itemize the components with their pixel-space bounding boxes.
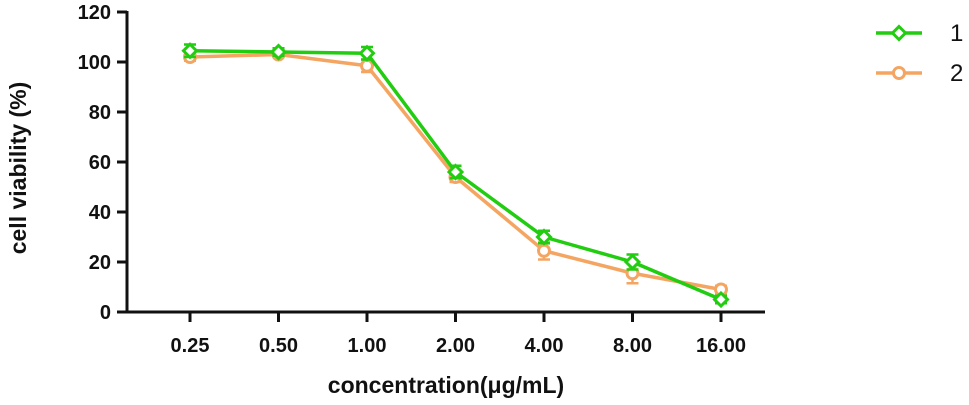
x-tick-label: 16.00 [696, 335, 746, 357]
x-tick-label: 2.00 [436, 335, 475, 357]
y-axis-title: cell viability (%) [5, 82, 31, 255]
y-tick-label: 120 [78, 2, 111, 24]
x-axis-title: concentration(μg/mL) [328, 372, 564, 398]
y-tick-label: 0 [100, 302, 111, 324]
legend-item-1: 1 [876, 20, 963, 47]
y-ticks: 0 20 40 60 80 100 120 [78, 2, 127, 324]
y-tick-label: 60 [89, 152, 111, 174]
data-point [358, 44, 376, 62]
data-point [712, 290, 730, 309]
data-point [360, 58, 374, 73]
data-point [537, 243, 551, 258]
x-tick-label: 1.00 [348, 335, 387, 357]
series-1 [181, 42, 730, 309]
legend-marker [890, 24, 908, 42]
y-tick-label: 80 [89, 102, 111, 124]
y-tick-label: 100 [78, 52, 111, 74]
data-point [623, 253, 642, 271]
data-point [446, 163, 465, 181]
legend-label: 1 [950, 20, 963, 47]
x-tick-label: 0.25 [171, 335, 210, 357]
y-tick-label: 40 [89, 202, 111, 224]
data-point [181, 42, 199, 60]
x-tick-label: 0.50 [259, 335, 298, 357]
legend-item-2: 2 [876, 60, 963, 87]
legend-label: 2 [950, 60, 963, 87]
legend: 12 [876, 20, 963, 87]
series-layer [181, 42, 730, 309]
data-point [269, 43, 288, 61]
legend-marker [892, 66, 906, 80]
y-tick-label: 20 [89, 252, 111, 274]
x-ticks: 0.25 0.50 1.00 2.00 4.00 8.00 16.00 [171, 312, 746, 357]
x-tick-label: 4.00 [525, 335, 564, 357]
x-tick-label: 8.00 [613, 335, 652, 357]
data-point [535, 228, 553, 246]
